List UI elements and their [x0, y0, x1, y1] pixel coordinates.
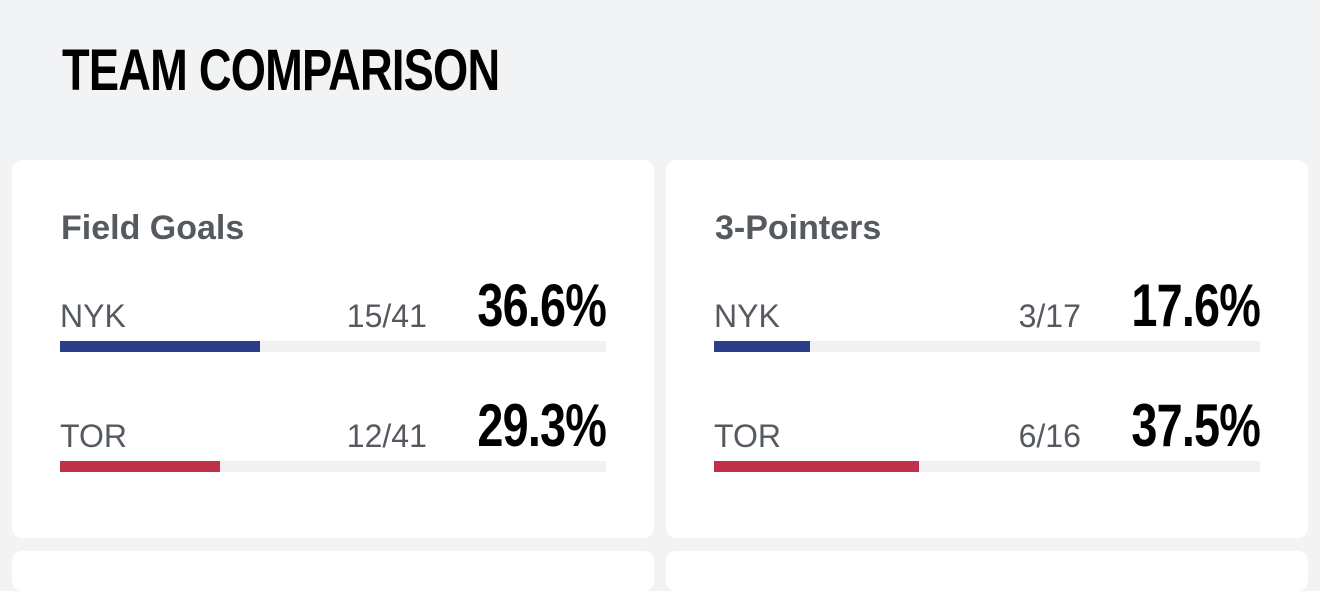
- team-abbr: NYK: [714, 298, 780, 334]
- progress-track: [714, 461, 1260, 472]
- made-attempted: 3/17: [1018, 298, 1081, 334]
- card-title: 3-Pointers: [715, 209, 882, 247]
- team-abbr: TOR: [714, 418, 781, 454]
- team-row-tor: TOR 6/16 37.5%: [714, 390, 1261, 472]
- made-attempted: 12/41: [346, 418, 427, 454]
- progress-bar-fill: [60, 461, 220, 472]
- progress-bar-fill: [714, 461, 919, 472]
- stat-card-field-goals: Field Goals NYK 15/41 36.6% TOR 12/41 29.3…: [12, 160, 654, 538]
- team-row-nyk: NYK 3/17 17.6%: [714, 270, 1261, 352]
- progress-track: [60, 461, 606, 472]
- progress-track: [714, 341, 1260, 352]
- team-row-tor: TOR 12/41 29.3%: [60, 390, 607, 472]
- stat-group: 12/41 29.3%: [346, 390, 607, 462]
- stat-group: 15/41 36.6%: [346, 270, 607, 342]
- progress-bar-fill: [714, 341, 811, 352]
- percentage: 17.6%: [1131, 272, 1261, 339]
- percentage: 36.6%: [477, 272, 607, 339]
- stat-group: 6/16 37.5%: [1018, 390, 1261, 462]
- made-attempted: 15/41: [346, 298, 427, 334]
- stat-card-3-pointers: 3-Pointers NYK 3/17 17.6% TOR 6/16 37.5%: [666, 160, 1308, 538]
- team-row-nyk: NYK 15/41 36.6%: [60, 270, 607, 352]
- percentage: 29.3%: [477, 392, 607, 459]
- stat-card-partial-left: [12, 551, 654, 591]
- stat-group: 3/17 17.6%: [1018, 270, 1261, 342]
- card-title: Field Goals: [61, 209, 245, 247]
- made-attempted: 6/16: [1018, 418, 1081, 454]
- progress-track: [60, 341, 606, 352]
- stat-card-partial-right: [666, 551, 1308, 591]
- team-abbr: NYK: [60, 298, 126, 334]
- progress-bar-fill: [60, 341, 260, 352]
- team-abbr: TOR: [60, 418, 127, 454]
- percentage: 37.5%: [1131, 392, 1261, 459]
- page-title: TEAM COMPARISON: [62, 38, 500, 103]
